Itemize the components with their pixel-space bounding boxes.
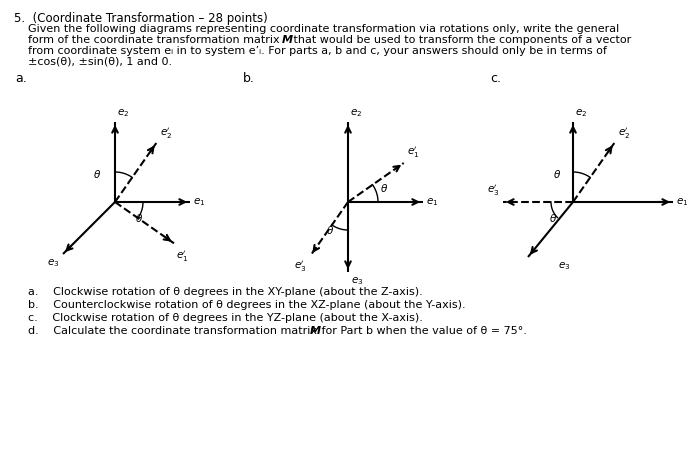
Text: $e_3$: $e_3$ (351, 275, 363, 287)
Text: $\theta$: $\theta$ (93, 168, 101, 180)
Text: $e_1$: $e_1$ (676, 196, 688, 208)
Text: $e_2'$: $e_2'$ (160, 126, 172, 141)
Text: from coordinate system eᵢ in to system e’ᵢ. For parts a, b and c, your answers s: from coordinate system eᵢ in to system e… (28, 46, 607, 56)
Text: Given the following diagrams representing coordinate transformation via rotation: Given the following diagrams representin… (28, 24, 620, 34)
Text: $e_2'$: $e_2'$ (618, 126, 631, 141)
Text: $\theta$: $\theta$ (380, 182, 388, 194)
Text: $e_2$: $e_2$ (117, 107, 130, 119)
Text: M: M (282, 35, 293, 45)
Text: form of the coordinate transformation matrix: form of the coordinate transformation ma… (28, 35, 283, 45)
Text: a.: a. (15, 72, 27, 85)
Text: a.  Clockwise rotation of θ degrees in the XY-plane (about the Z-axis).: a. Clockwise rotation of θ degrees in th… (28, 287, 423, 297)
Text: $e_1$: $e_1$ (426, 196, 438, 208)
Text: $e_2$: $e_2$ (350, 107, 362, 119)
Text: $\theta$: $\theta$ (326, 224, 334, 236)
Text: $e_1'$: $e_1'$ (176, 248, 188, 264)
Text: $e_3'$: $e_3'$ (294, 258, 307, 274)
Text: that would be used to transform the components of a vector: that would be used to transform the comp… (290, 35, 631, 45)
Text: $\theta$: $\theta$ (549, 212, 557, 224)
Text: $\theta$: $\theta$ (553, 168, 561, 180)
Text: b.: b. (243, 72, 255, 85)
Text: $e_1$: $e_1$ (193, 196, 205, 208)
Text: M: M (310, 326, 321, 336)
Text: b.  Counterclockwise rotation of θ degrees in the XZ-plane (about the Y-axis).: b. Counterclockwise rotation of θ degree… (28, 300, 466, 310)
Text: $e_2$: $e_2$ (575, 107, 587, 119)
Text: c.: c. (490, 72, 501, 85)
Text: $\theta$: $\theta$ (135, 212, 143, 224)
Text: $e_3'$: $e_3'$ (486, 182, 499, 198)
Text: d.  Calculate the coordinate transformation matrix: d. Calculate the coordinate transformati… (28, 326, 321, 336)
Text: $e_3$: $e_3$ (47, 257, 59, 269)
Text: 5.  (Coordinate Transformation – 28 points): 5. (Coordinate Transformation – 28 point… (14, 12, 267, 25)
Text: $e_3$: $e_3$ (558, 260, 570, 272)
Text: for Part b when the value of θ = 75°.: for Part b when the value of θ = 75°. (318, 326, 527, 336)
Text: $e_1'$: $e_1'$ (407, 145, 419, 160)
Text: ±cos(θ), ±sin(θ), 1 and 0.: ±cos(θ), ±sin(θ), 1 and 0. (28, 57, 172, 67)
Text: c.  Clockwise rotation of θ degrees in the YZ-plane (about the X-axis).: c. Clockwise rotation of θ degrees in th… (28, 313, 423, 323)
